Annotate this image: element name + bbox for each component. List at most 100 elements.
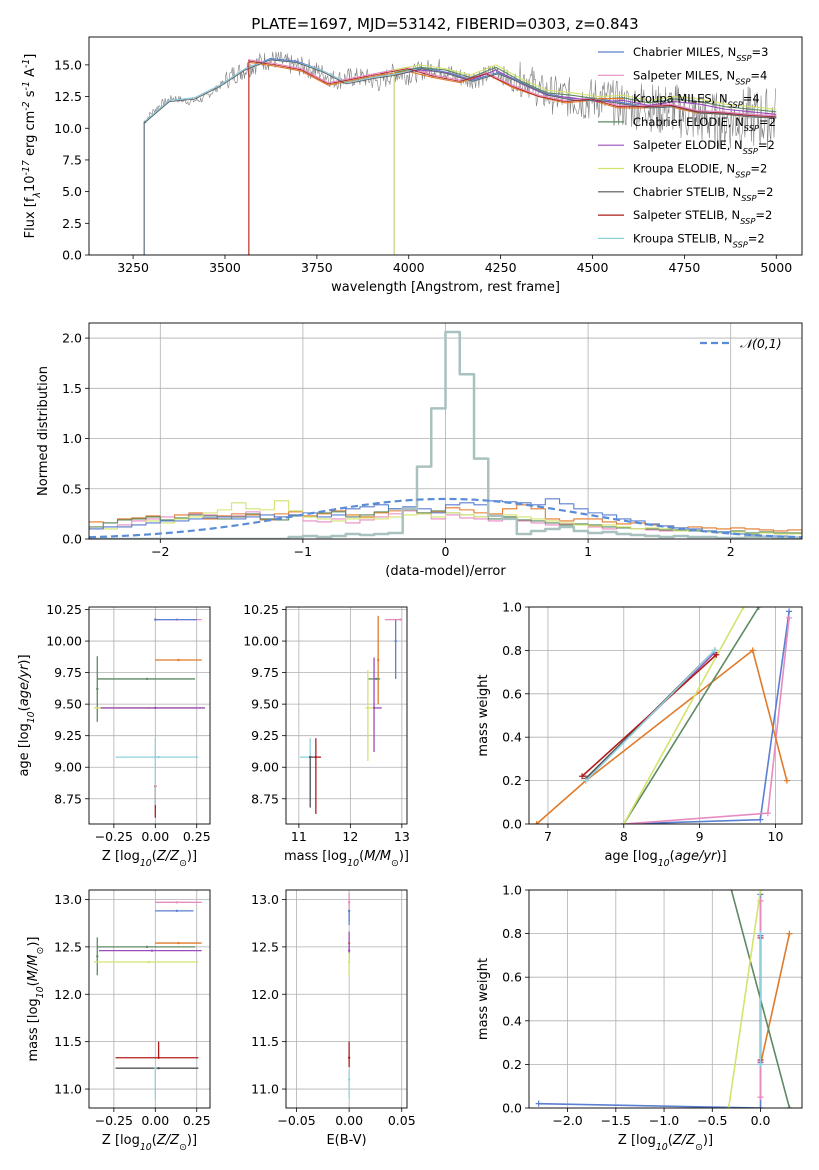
weight-vs-Z-ytick-label: 0.2 (502, 1057, 522, 1072)
mass-vs-EBV-xtick-label: 0.00 (335, 1113, 363, 1128)
mass-vs-EBV-axes: −0.05 0.00 0.05 11.0 11.5 12.0 12.5 13.0 (251, 889, 416, 1128)
weight-vs-Z-xlabel: Z [log10(Z/Z⊙)] (618, 1133, 713, 1153)
spectrum-ytick-label: 15.0 (54, 57, 82, 72)
weight-vs-Z-ytick-label: 0.4 (502, 1013, 522, 1028)
age-vs-Z-frame (88, 606, 211, 825)
weight-vs-age-ytick-label: 0.0 (502, 817, 522, 832)
mass-vs-Z-point-1 (175, 909, 179, 913)
spectrum-xtick-label: 4500 (577, 260, 609, 275)
weight-vs-age-line-ke (623, 607, 745, 824)
mass-vs-Z-ytick-label: 12.5 (54, 939, 82, 954)
residuals-xtick-label: 1 (584, 544, 592, 559)
weight-vs-age-marker-cm (786, 608, 793, 615)
spectrum-xtick-label: 4000 (393, 260, 425, 275)
weight-vs-Z-marker-kst (757, 1061, 764, 1068)
weight-vs-Z-marker-ce (786, 1105, 793, 1108)
weight-vs-age-frame (528, 606, 803, 825)
age-vs-mass-plot-area (299, 615, 402, 814)
age-vs-mass-ytick-label: 9.50 (251, 697, 279, 712)
residuals-xtick-label: −1 (294, 544, 312, 559)
mass-vs-EBV-ytick-label: 11.5 (251, 1034, 279, 1049)
age-vs-Z-ytick-label: 10.00 (46, 634, 82, 649)
age-vs-mass-point-3 (374, 677, 378, 681)
age-vs-mass-ytick-label: 9.75 (251, 665, 279, 680)
age-vs-mass-ytick-label: 9.25 (251, 728, 279, 743)
mass-vs-Z-ytick-label: 11.0 (54, 1082, 82, 1097)
weight-vs-Z-marker-ce (724, 870, 730, 876)
weight-vs-age-line-kst (585, 649, 716, 782)
residuals-ytick-label: 2.0 (62, 331, 82, 346)
mass-vs-EBV-plot-area (347, 892, 351, 1099)
weight-vs-age-xlabel: age [log10(age/yr)] (604, 849, 726, 869)
weight-vs-age-ytick-label: 0.2 (502, 773, 522, 788)
weight-vs-Z-line-ce (730, 890, 791, 1108)
weight-vs-age-ytick-label: 0.8 (502, 643, 522, 658)
age-vs-Z-point-4 (96, 687, 99, 691)
legend-label-cs: Chabrier STELIB, NSSP=2 (633, 185, 773, 203)
residuals-xtick-label: −2 (151, 544, 169, 559)
legend-label-normal: 𝒩(0,1) (740, 336, 782, 351)
weight-vs-age-marker-ce (755, 607, 762, 610)
legend-label-ss: Salpeter STELIB, NSSP=2 (633, 208, 772, 226)
residuals-ylabel: Normed distribution (36, 366, 51, 496)
mass-vs-Z-ylabel: mass [log10(M/M⊙)] (26, 936, 46, 1061)
weight-vs-age-marker-kst (582, 777, 589, 784)
weight-vs-age-ytick-label: 0.6 (502, 686, 522, 701)
residuals-xtick-label: 2 (727, 544, 735, 559)
spectrum-xtick-label: 4750 (668, 260, 700, 275)
residuals-plot-area (89, 330, 802, 539)
weight-vs-age-plot-area (533, 607, 793, 824)
weight-vs-age-ytick-label: 1.0 (502, 600, 522, 615)
mass-vs-EBV-xtick-label: −0.05 (277, 1113, 315, 1128)
spectrum-xtick-label: 3250 (117, 260, 149, 275)
spectrum-xlabel: wavelength [Angstrom, rest frame] (331, 280, 560, 295)
spectrum-ytick-label: 5.0 (62, 184, 82, 199)
weight-vs-Z-marker-km (786, 930, 793, 937)
mass-vs-EBV-ytick-label: 12.5 (251, 939, 279, 954)
age-vs-mass-point-1 (394, 639, 397, 643)
mass-vs-Z-xtick-label: 0.00 (141, 1113, 169, 1128)
weight-vs-age-ylabel: mass weight (476, 674, 491, 756)
weight-vs-age-marker-ke (740, 607, 747, 610)
age-vs-Z-ytick-label: 9.75 (54, 665, 82, 680)
age-vs-Z-point-1 (154, 618, 157, 621)
legend-label-ce: Chabrier ELODIE, NSSP=2 (633, 115, 776, 133)
mass-vs-Z-frame (88, 889, 211, 1109)
model-line-ce (393, 66, 777, 255)
spectrum-ytick-label: 0.0 (62, 248, 82, 263)
spectrum-plot-area (125, 51, 777, 255)
age-vs-mass-xtick-label: 11 (291, 829, 307, 844)
weight-vs-Z-marker-kst (757, 930, 764, 937)
residuals-axes: −2 −1 0 1 2 0.0 0.5 1.0 1.5 2.0 (62, 322, 803, 559)
weight-vs-age-ytick-label: 0.4 (502, 730, 522, 745)
age-vs-Z-point-2 (177, 658, 180, 662)
age-vs-Z-xtick-label: −0.25 (95, 829, 133, 844)
mass-vs-EBV-ytick-label: 11.0 (251, 1082, 279, 1097)
legend-label-cm: Chabrier MILES, NSSP=3 (633, 45, 768, 63)
mass-vs-EBV-frame (285, 889, 408, 1109)
mass-vs-EBV-point-0 (347, 901, 351, 904)
weight-vs-Z-ytick-label: 0.0 (502, 1101, 522, 1116)
age-vs-mass-xlabel: mass [log10(M/M⊙)] (284, 849, 409, 869)
weight-vs-Z-marker-ke (757, 890, 764, 893)
mass-vs-Z-point-6 (147, 960, 150, 964)
figure-title: PLATE=1697, MJD=53142, FIBERID=0303, z=0… (251, 15, 638, 33)
residuals-ytick-label: 1.5 (62, 381, 82, 396)
mass-vs-Z-point-0 (175, 901, 179, 904)
age-vs-mass-point-0 (399, 618, 402, 621)
weight-vs-Z-frame (528, 889, 803, 1109)
hist-step-main (89, 330, 802, 539)
weight-vs-Z-marker-cm (535, 1100, 542, 1107)
weight-vs-Z-marker-sm (757, 1094, 764, 1101)
weight-vs-Z-line-ke (727, 890, 762, 1108)
mass-vs-Z-ytick-label: 13.0 (54, 892, 82, 907)
age-vs-mass-ytick-label: 8.75 (251, 791, 279, 806)
mass-vs-Z-axes: −0.25 0.00 0.25 11.0 11.5 12.0 12.5 13.0 (54, 889, 211, 1128)
age-vs-Z-point-6 (154, 706, 157, 710)
age-vs-mass-axes: 11 12 13 8.75 9.00 9.25 9.50 9.75 10.00 10.25 (243, 602, 410, 844)
weight-vs-age-marker-ss (579, 773, 586, 780)
weight-vs-age-marker-km (533, 821, 540, 824)
weight-vs-age-line-ce (623, 607, 760, 824)
mass-vs-Z-plot-area (93, 901, 202, 1100)
